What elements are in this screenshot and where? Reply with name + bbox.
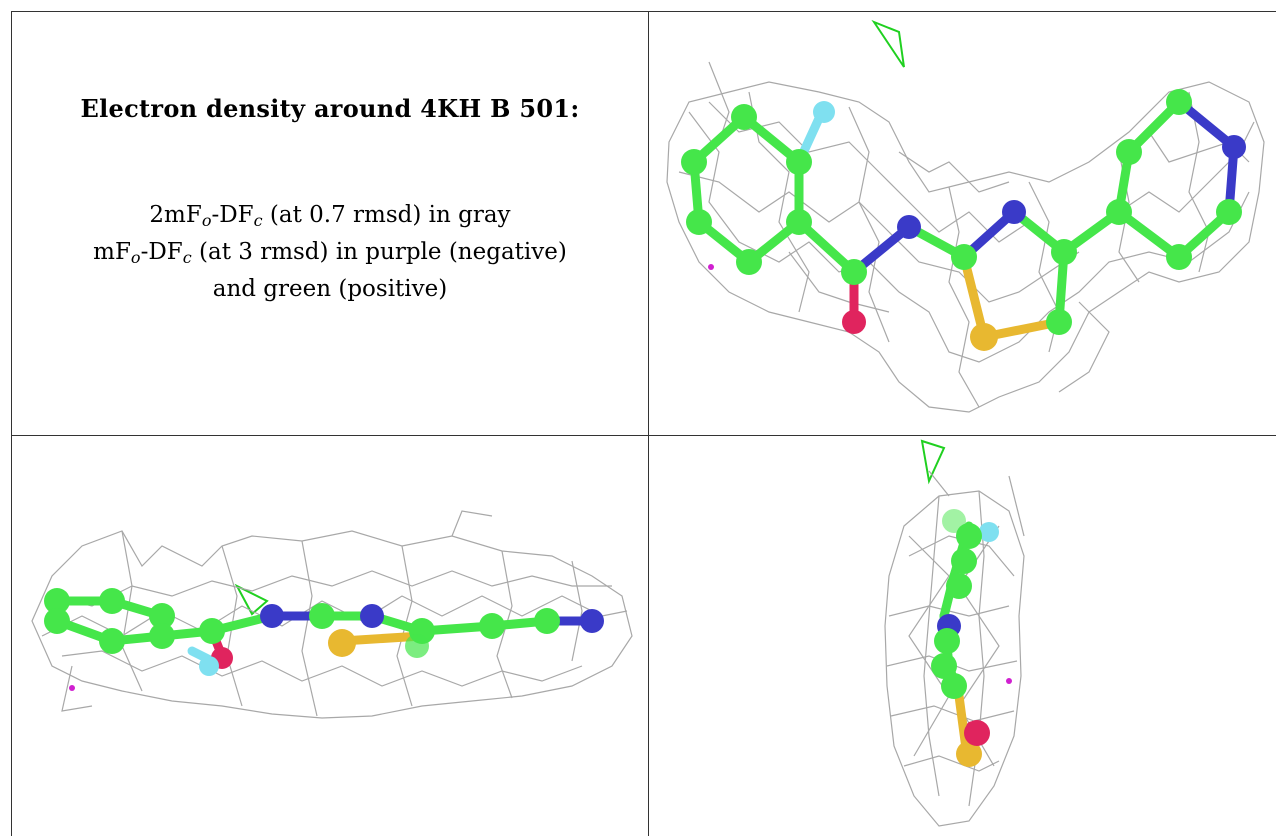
caption-line-1: 2mFo-DFc (at 0.7 rmsd) in gray (149, 202, 511, 230)
caption-cell: Electron density around 4KH B 501: 2mFo-… (12, 12, 648, 435)
border-top (11, 11, 1276, 12)
molecule-density-front-icon (666, 19, 1265, 413)
caption-title: Electron density around 4KH B 501: (80, 94, 580, 123)
divider-vertical (648, 11, 649, 836)
molecule-density-edge-icon (31, 510, 633, 719)
caption-line-2: mFo-DFc (at 3 rmsd) in purple (negative) (93, 239, 567, 267)
caption-description: 2mFo-DFc (at 0.7 rmsd) in gray mFo-DFc (… (93, 197, 567, 308)
molecule-density-end-icon (884, 439, 1025, 827)
border-left (11, 11, 12, 836)
caption-line-3: and green (positive) (212, 276, 448, 302)
divider-horizontal (11, 435, 1276, 436)
